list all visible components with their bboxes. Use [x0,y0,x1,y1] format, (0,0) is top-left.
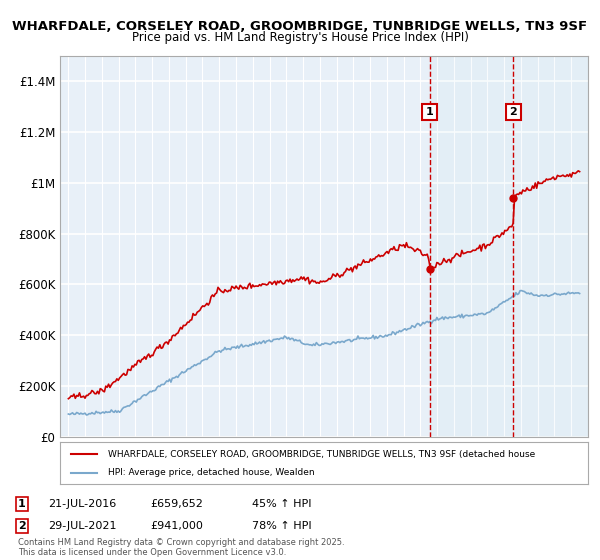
Text: 1: 1 [18,499,26,509]
Text: HPI: Average price, detached house, Wealden: HPI: Average price, detached house, Weal… [107,468,314,477]
Text: 29-JUL-2021: 29-JUL-2021 [48,521,116,531]
Text: WHARFDALE, CORSELEY ROAD, GROOMBRIDGE, TUNBRIDGE WELLS, TN3 9SF: WHARFDALE, CORSELEY ROAD, GROOMBRIDGE, T… [13,20,587,32]
Text: 21-JUL-2016: 21-JUL-2016 [48,499,116,509]
Text: 2: 2 [509,107,517,117]
Text: 45% ↑ HPI: 45% ↑ HPI [252,499,311,509]
Text: WHARFDALE, CORSELEY ROAD, GROOMBRIDGE, TUNBRIDGE WELLS, TN3 9SF (detached house: WHARFDALE, CORSELEY ROAD, GROOMBRIDGE, T… [107,450,535,459]
Text: Price paid vs. HM Land Registry's House Price Index (HPI): Price paid vs. HM Land Registry's House … [131,31,469,44]
Text: £941,000: £941,000 [150,521,203,531]
Text: Contains HM Land Registry data © Crown copyright and database right 2025.
This d: Contains HM Land Registry data © Crown c… [18,538,344,557]
Text: 2: 2 [18,521,26,531]
Text: £659,652: £659,652 [150,499,203,509]
Text: 78% ↑ HPI: 78% ↑ HPI [252,521,311,531]
Text: 1: 1 [426,107,433,117]
Bar [430,56,588,437]
